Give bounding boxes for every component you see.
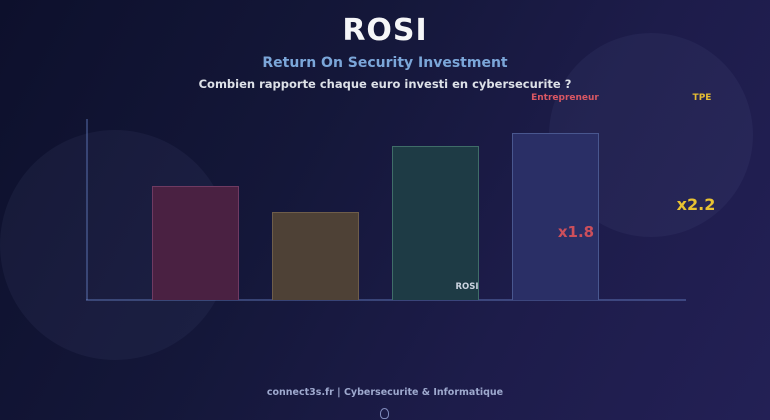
y-axis <box>86 119 88 300</box>
bar-label-rosi: ROSI <box>455 282 479 292</box>
page-title: ROSI <box>342 13 428 48</box>
bar-3 <box>392 146 479 300</box>
bar-4 <box>512 133 599 300</box>
bar-chart <box>86 119 686 301</box>
x-axis <box>86 299 686 301</box>
annotation-x1-8: x1.8 <box>557 223 595 241</box>
category-label-tpe: TPE <box>692 93 712 103</box>
bar-1 <box>152 186 239 300</box>
category-label-entrepreneur: Entrepreneur <box>531 93 599 103</box>
page-subtitle: Return On Security Investment <box>262 55 508 71</box>
chart-question: Combien rapporte chaque euro investi en … <box>198 77 572 91</box>
annotation-x2-2: x2.2 <box>676 195 716 214</box>
lock-icon <box>380 408 389 419</box>
bar-2 <box>272 212 359 300</box>
footer-credit: connect3s.fr | Cybersecurite & Informati… <box>266 387 504 398</box>
